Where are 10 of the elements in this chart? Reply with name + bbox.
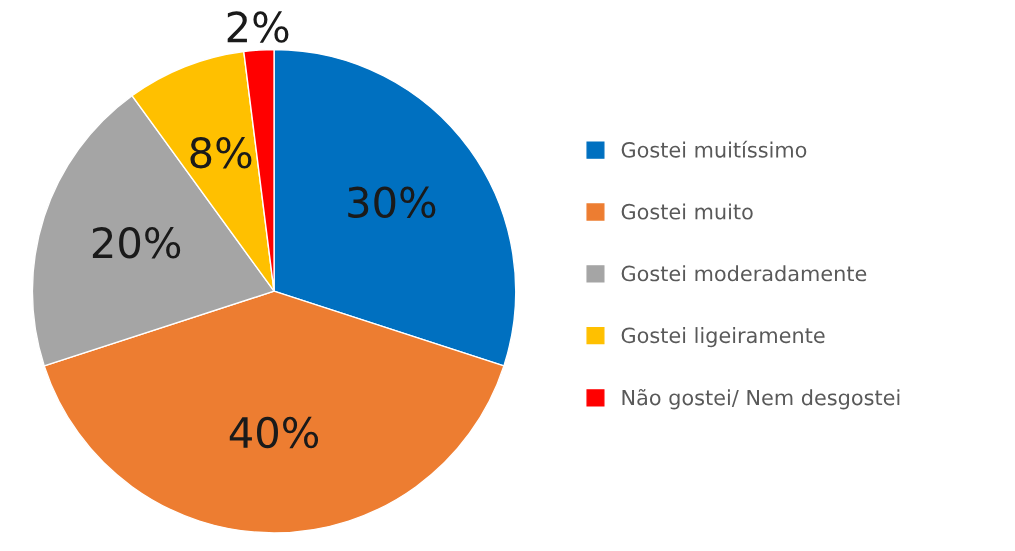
legend-label: Gostei muito: [621, 203, 753, 220]
legend-label: Gostei ligeiramente: [621, 327, 825, 348]
data-label: 2%: [227, 11, 289, 43]
legend-label: Não gostei/ Nem desgostei: [622, 388, 900, 410]
data-label: 20%: [92, 226, 181, 259]
data-label: 30%: [348, 186, 436, 219]
legend-label: Gostei moderadamente: [621, 265, 867, 282]
legend-label: Gostei muitíssimo: [621, 140, 807, 158]
data-label: 8%: [190, 136, 252, 169]
data-label: 40%: [229, 416, 319, 449]
